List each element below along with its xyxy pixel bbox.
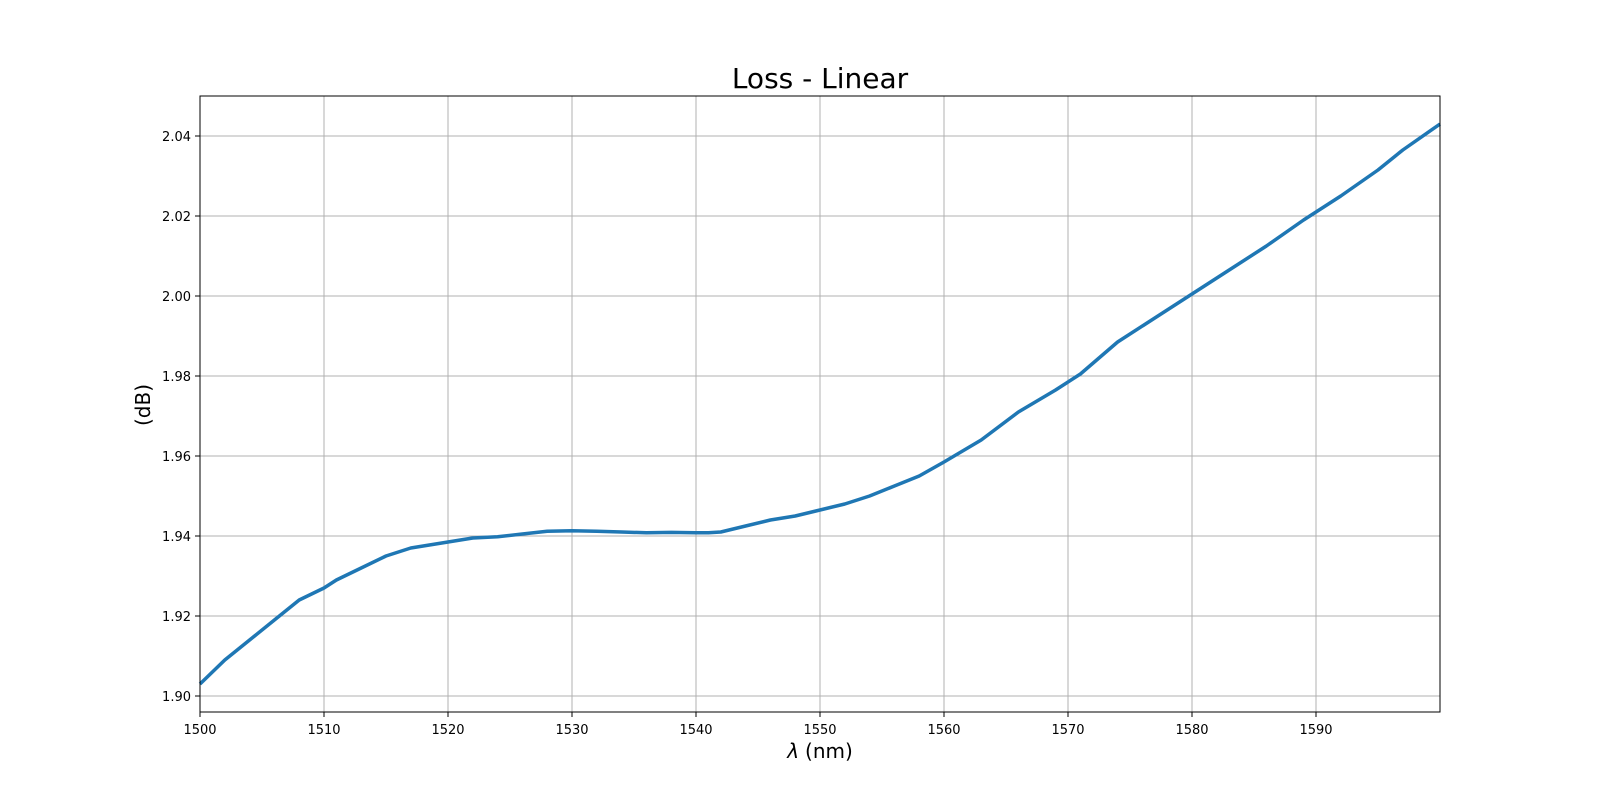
y-axis-label: (dB): [131, 384, 155, 426]
x-tick-label: 1540: [679, 723, 712, 738]
grid-layer: [199, 96, 1440, 712]
y-tick-label: 2.00: [162, 290, 191, 305]
x-tick-label: 1520: [431, 723, 464, 738]
series-layer: [198, 122, 1442, 686]
chart-title: Loss - Linear: [732, 62, 909, 95]
x-tick-label: 1500: [183, 723, 216, 738]
y-tick-label: 1.94: [162, 530, 191, 545]
x-tick-label: 1550: [803, 723, 836, 738]
y-tick-label: 1.98: [162, 370, 191, 385]
x-tick-label: 1510: [307, 723, 340, 738]
series-line: [198, 122, 1442, 686]
y-tick-label: 1.90: [162, 690, 191, 705]
x-tick-label: 1530: [555, 723, 588, 738]
x-tick-label: 1560: [927, 723, 960, 738]
y-tick-label: 2.04: [162, 130, 191, 145]
tick-layer: 1500 1510 1520 1530 1540 1550 1560 1570 1580 1590…: [162, 130, 1333, 738]
x-tick-label: 1570: [1051, 723, 1084, 738]
y-tick-label: 1.96: [162, 450, 191, 465]
x-tick-label: 1590: [1299, 723, 1332, 738]
x-axis-label: λ (nm): [786, 739, 853, 763]
y-tick-label: 1.92: [162, 610, 191, 625]
x-axis-label-unit: (nm): [805, 739, 853, 763]
y-tick-label: 2.02: [162, 210, 191, 225]
x-tick-label: 1580: [1175, 723, 1208, 738]
x-axis-label-symbol: λ: [786, 739, 799, 763]
